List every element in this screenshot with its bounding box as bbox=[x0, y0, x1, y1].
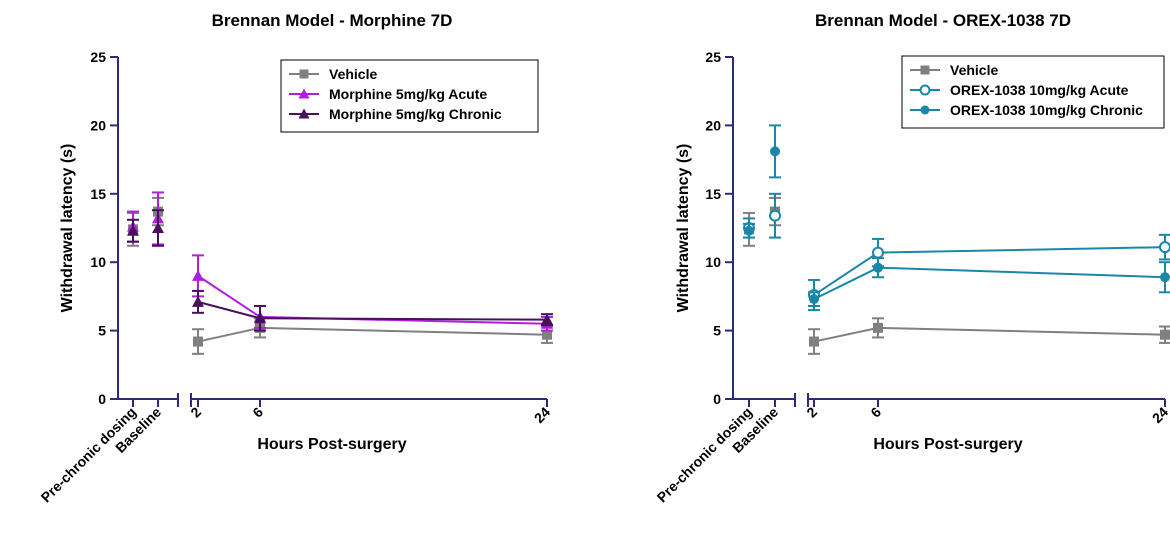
y-tick-label: 15 bbox=[705, 186, 721, 202]
data-point bbox=[193, 336, 203, 347]
data-point bbox=[919, 84, 931, 96]
data-point bbox=[809, 294, 819, 305]
series-2 bbox=[743, 192, 1170, 312]
x-axis-label: Hours Post-surgery bbox=[257, 436, 406, 453]
y-tick-label: 10 bbox=[90, 254, 106, 270]
y-tick-label: 15 bbox=[90, 186, 106, 202]
data-point bbox=[192, 269, 204, 281]
x-tick-label: 6 bbox=[249, 404, 266, 421]
legend: Vehicle Morphine 5mg/kg Acute Morphine 5mg… bbox=[280, 59, 539, 133]
legend-entry-label: OREX-1038 10mg/kg Acute bbox=[950, 82, 1129, 98]
chart-title: Brennan Model - Morphine 7D bbox=[212, 11, 453, 30]
y-tick-label: 0 bbox=[713, 391, 721, 407]
series-line bbox=[813, 266, 1166, 301]
data-point bbox=[1159, 241, 1170, 254]
data-point bbox=[873, 322, 883, 333]
data-point bbox=[1160, 329, 1170, 340]
series-1 bbox=[127, 196, 553, 355]
legend-entry-label: Vehicle bbox=[329, 66, 377, 82]
data-point bbox=[542, 329, 552, 340]
y-tick-label: 20 bbox=[705, 117, 721, 133]
y-tick-label: 5 bbox=[98, 323, 106, 339]
y-tick-label: 25 bbox=[705, 49, 721, 65]
legend-entry-label: Vehicle bbox=[950, 62, 998, 78]
data-point bbox=[873, 262, 883, 273]
x-tick-label: 6 bbox=[867, 404, 884, 421]
series-line bbox=[813, 326, 1166, 343]
orex-chart-panel: Brennan Model - OREX-1038 7D 0 5 10 15 20 25 Wi… bbox=[654, 11, 1170, 505]
data-point bbox=[920, 65, 930, 75]
y-axis-label: Withdrawal latency (s) bbox=[59, 144, 76, 313]
y-tick-label: 10 bbox=[705, 254, 721, 270]
legend-entry-label: Morphine 5mg/kg Chronic bbox=[329, 106, 502, 122]
legend-entry-label: Morphine 5mg/kg Acute bbox=[329, 86, 487, 102]
data-point bbox=[920, 105, 930, 115]
chart-title: Brennan Model - OREX-1038 7D bbox=[815, 11, 1071, 30]
legend-box bbox=[901, 55, 1165, 129]
y-tick-label: 20 bbox=[90, 117, 106, 133]
data-point bbox=[254, 312, 266, 324]
y-tick-label: 25 bbox=[90, 49, 106, 65]
series-3 bbox=[127, 209, 553, 332]
series-2 bbox=[127, 191, 553, 332]
x-tick-label: 2 bbox=[803, 404, 820, 421]
data-point bbox=[152, 222, 164, 233]
data-point bbox=[769, 209, 781, 222]
y-tick-label: 0 bbox=[98, 391, 106, 407]
y-axis-label: Withdrawal latency (s) bbox=[675, 144, 692, 313]
y-tick-label: 5 bbox=[713, 323, 721, 339]
data-point bbox=[298, 88, 310, 99]
x-tick-label: 2 bbox=[187, 404, 204, 421]
legend-entry-label: OREX-1038 10mg/kg Chronic bbox=[950, 102, 1143, 118]
legend: Vehicle OREX-1038 10mg/kg Acute OREX-1038 … bbox=[901, 55, 1165, 129]
data-point bbox=[744, 225, 754, 236]
series-3 bbox=[743, 124, 1170, 307]
x-tick-label: 24 bbox=[1149, 404, 1170, 426]
morphine-chart-panel: Brennan Model - Morphine 7D 0 5 10 15 20 25 Wit… bbox=[38, 11, 554, 505]
x-axis-label: Hours Post-surgery bbox=[873, 436, 1022, 453]
series-line bbox=[197, 326, 548, 343]
data-point bbox=[127, 224, 139, 236]
data-point bbox=[298, 108, 310, 119]
data-point bbox=[809, 336, 819, 347]
data-point bbox=[541, 313, 553, 325]
x-tick-label: 24 bbox=[531, 404, 553, 426]
data-point bbox=[770, 146, 780, 157]
data-point bbox=[872, 246, 884, 259]
data-point bbox=[192, 295, 204, 307]
legend-box bbox=[280, 59, 539, 133]
data-point bbox=[299, 69, 309, 79]
data-point bbox=[1160, 272, 1170, 283]
